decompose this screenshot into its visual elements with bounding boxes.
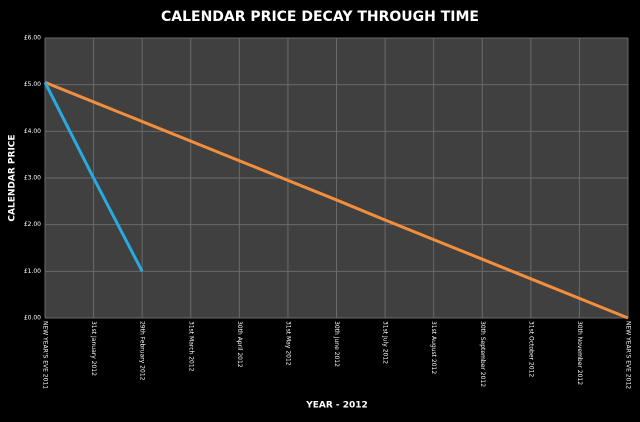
- x-tick-label: 30th June 2012: [333, 321, 340, 367]
- y-tick-label: £2.00: [24, 221, 41, 228]
- x-tick-label: 31st August 2012: [430, 321, 437, 374]
- x-tick-label: 30th September 2012: [479, 321, 486, 387]
- series-line: [43, 81, 144, 273]
- x-tick-label: 31st January 2012: [90, 321, 97, 376]
- y-tick-label: £4.00: [24, 128, 41, 135]
- x-tick-label: 31st March 2012: [187, 321, 194, 372]
- x-tick-label: 29th February 2012: [139, 321, 146, 381]
- y-tick-label: £1.00: [24, 268, 41, 275]
- x-tick-label: 31st October 2012: [527, 321, 534, 377]
- x-tick-label: NEW YEAR'S EVE 2012: [625, 321, 632, 389]
- y-axis-label: CALENDAR PRICE: [8, 134, 18, 221]
- x-tick-label: 31st May 2012: [284, 321, 291, 366]
- x-tick-label: NEW YEAR'S EVE 2011: [42, 321, 49, 389]
- x-tick-label: 30th April 2012: [236, 321, 243, 368]
- x-tick-label: 31st July 2012: [382, 321, 389, 364]
- y-tick-label: £6.00: [24, 35, 41, 42]
- chart-title: CALENDAR PRICE DECAY THROUGH TIME: [161, 9, 479, 25]
- x-axis-label: YEAR - 2012: [305, 401, 368, 411]
- series-line: [44, 80, 629, 320]
- y-tick-label: £0.00: [24, 315, 41, 322]
- y-tick-label: £3.00: [24, 175, 41, 182]
- x-tick-label: 30th November 2012: [576, 321, 583, 385]
- y-tick-label: £5.00: [24, 81, 41, 88]
